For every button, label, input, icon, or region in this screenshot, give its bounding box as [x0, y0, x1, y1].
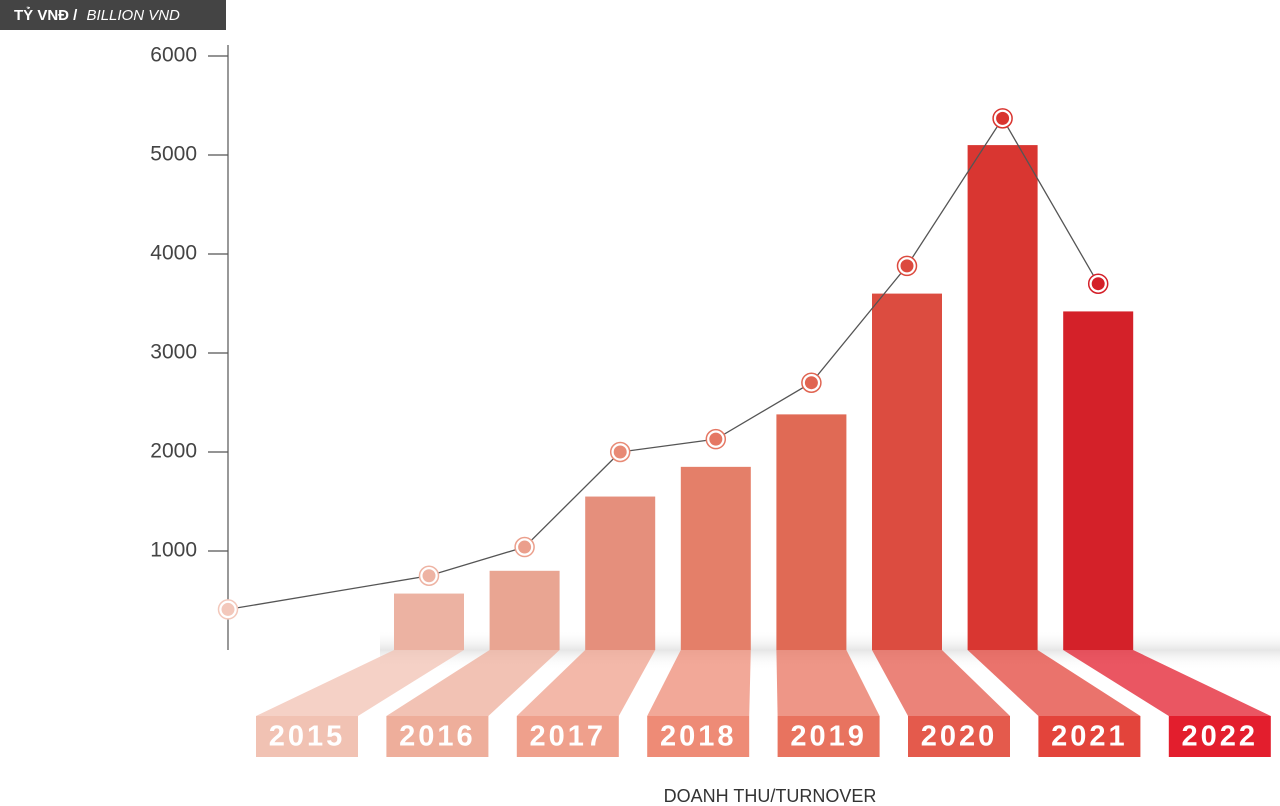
- bar: [585, 496, 656, 650]
- x-tick-label: 2020: [921, 721, 998, 753]
- bar: [776, 414, 847, 650]
- bar: [967, 145, 1038, 650]
- marker: [613, 445, 627, 459]
- year-box: [256, 716, 358, 757]
- year-box: [1168, 716, 1271, 757]
- unit-italic: BILLION VND: [87, 7, 181, 24]
- x-axis-label: DOANH THU/TURNOVER: [664, 786, 877, 806]
- y-tick-label: 5000: [150, 143, 197, 166]
- x-tick-label: 2015: [269, 721, 346, 753]
- bar: [489, 570, 560, 650]
- floor-ribbon: [516, 650, 656, 716]
- year-box: [647, 716, 750, 757]
- year-box: [777, 716, 880, 757]
- year-box: [908, 716, 1010, 757]
- bar: [1063, 311, 1134, 650]
- year-box: [386, 716, 489, 757]
- x-tick-label: 2016: [399, 721, 476, 753]
- floor-ribbon: [386, 650, 560, 716]
- marker: [709, 432, 723, 446]
- marker: [221, 602, 235, 616]
- unit-main: TỶ VNĐ /: [14, 7, 78, 24]
- floor-ribbon: [776, 650, 880, 716]
- x-tick-label: 2022: [1182, 721, 1259, 753]
- unit-box: [0, 0, 226, 30]
- x-tick-label: 2018: [660, 721, 737, 753]
- x-tick-label: 2017: [530, 721, 607, 753]
- marker: [1091, 277, 1105, 291]
- bar: [394, 593, 464, 650]
- unit-label: TỶ VNĐ / BILLION VND: [14, 7, 180, 24]
- x-tick-label: 2019: [790, 721, 867, 753]
- floor-ribbon: [1063, 650, 1271, 716]
- marker: [518, 540, 532, 554]
- y-tick-label: 1000: [150, 539, 197, 562]
- floor-ribbon: [872, 650, 1010, 716]
- bar: [872, 293, 942, 650]
- marker: [422, 569, 436, 583]
- year-box: [1038, 716, 1141, 757]
- year-box: [516, 716, 619, 757]
- y-tick-label: 4000: [150, 242, 197, 265]
- floor-ribbon: [256, 650, 464, 716]
- marker: [996, 111, 1010, 125]
- floor-ribbon: [967, 650, 1141, 716]
- x-tick-label: 2021: [1051, 721, 1128, 753]
- y-tick-label: 3000: [150, 341, 197, 364]
- marker: [900, 259, 914, 273]
- y-tick-label: 6000: [150, 44, 197, 67]
- floor-ribbon: [647, 650, 751, 716]
- y-tick-label: 2000: [150, 440, 197, 463]
- marker: [804, 376, 818, 390]
- bar: [680, 466, 751, 650]
